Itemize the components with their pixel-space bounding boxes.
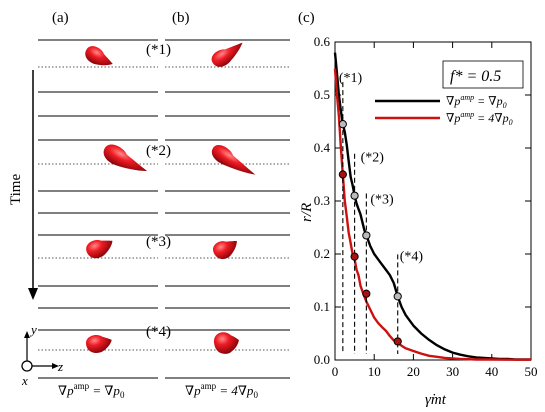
- annotation-text: f* = 0.5: [450, 68, 501, 85]
- droplet-b4-body: [214, 332, 239, 354]
- marker-point-black-3: [362, 231, 371, 240]
- marker-label-1: (*1): [339, 71, 363, 86]
- droplet-b2-body: [211, 145, 256, 175]
- droplet-b4: [214, 332, 239, 354]
- snapshot-label-3: (*3): [146, 234, 171, 250]
- x-tick-label-1: 10: [368, 364, 381, 379]
- y-tick-label-0: 0.0: [314, 352, 330, 367]
- droplet-a2: [103, 144, 148, 171]
- panel-a-label: (a): [52, 10, 69, 26]
- axis-x-glyph: x: [21, 373, 28, 388]
- series-line-1: [333, 52, 531, 361]
- y-tick-label-1: 0.1: [314, 299, 330, 314]
- marker-label-2: (*2): [361, 151, 385, 166]
- plot-frame: [334, 41, 532, 361]
- droplet-a4-body: [86, 335, 112, 353]
- droplet-b3-body: [213, 240, 237, 260]
- droplets: [85, 42, 256, 354]
- droplet-b1: [211, 42, 243, 67]
- time-arrow-head: [28, 288, 38, 300]
- y-tick-label-3: 0.3: [314, 193, 330, 208]
- y-axis-label: r/R: [299, 203, 315, 222]
- marker-point-red-1: [338, 170, 347, 179]
- droplet-b1-body: [211, 42, 243, 67]
- series-lines: [333, 52, 531, 361]
- droplet-a4: [86, 335, 112, 353]
- droplet-a3-body: [86, 240, 113, 259]
- chart-rt: 0 10 20 30 40 50 0.00.10.20.30.40.50.6 (*1)(*…: [299, 34, 538, 408]
- droplet-b3: [213, 240, 237, 260]
- axis-y-glyph: y: [29, 322, 37, 337]
- marker-point-black-4: [393, 292, 402, 301]
- panel-b-label: (b): [172, 10, 190, 26]
- droplet-a3: [86, 240, 113, 259]
- marker-point-black-1: [338, 120, 347, 129]
- legend-label-2: ∇pamp = 4∇p0: [446, 110, 513, 127]
- legend-label-1: ∇pamp = ∇p0: [446, 93, 507, 110]
- panel-c-label: (c): [298, 10, 315, 26]
- x-tick-label-3: 30: [446, 364, 459, 379]
- coordinate-axes: y z x: [21, 322, 63, 388]
- droplet-a2-body: [103, 144, 148, 171]
- marker-label-4: (*4): [400, 249, 424, 264]
- caption-b: ∇pamp = 4∇p0: [185, 381, 258, 400]
- x-tick-label-4: 40: [485, 364, 498, 379]
- droplet-a1: [85, 46, 113, 66]
- y-tick-label-4: 0.4: [314, 140, 331, 155]
- axis-z-glyph: z: [57, 359, 63, 374]
- x-axis-label: γ̇mt: [425, 392, 447, 408]
- marker-point-red-3: [362, 289, 371, 298]
- snapshot-label-4: (*4): [146, 324, 171, 340]
- x-ticks: 0 10 20 30 40 50: [332, 42, 538, 379]
- y-tick-label-2: 0.2: [314, 246, 330, 261]
- snapshot-label-2: (*2): [146, 143, 171, 159]
- marker-point-red-4: [393, 337, 402, 346]
- legend: ∇pamp = ∇p0 ∇pamp = 4∇p0: [375, 93, 513, 127]
- annotation-box: [442, 60, 524, 89]
- series-line-2: [333, 68, 531, 361]
- snapshot-lines: [38, 39, 290, 379]
- y-tick-label-5: 0.5: [314, 87, 330, 102]
- y-ticks: 0.0 0.1 0.2 0.3 0.4 0.5 0.6: [314, 34, 531, 367]
- y-tick-label-6: 0.6: [314, 34, 331, 49]
- caption-a: ∇pamp = ∇p0: [58, 381, 125, 400]
- snapshot-markers: (*1) (*2) (*3) (*4): [338, 71, 424, 354]
- marker-point-red-2: [350, 252, 359, 261]
- x-tick-label-2: 20: [407, 364, 420, 379]
- x-tick-label-0: 0: [332, 364, 339, 379]
- marker-label-3: (*3): [370, 192, 394, 207]
- x-tick-label-5: 50: [525, 364, 538, 379]
- droplet-b2: [211, 145, 256, 175]
- marker-point-black-2: [350, 191, 359, 200]
- time-label: Time: [8, 174, 24, 205]
- snapshot-label-1: (*1): [146, 42, 171, 58]
- droplet-a1-body: [85, 46, 113, 66]
